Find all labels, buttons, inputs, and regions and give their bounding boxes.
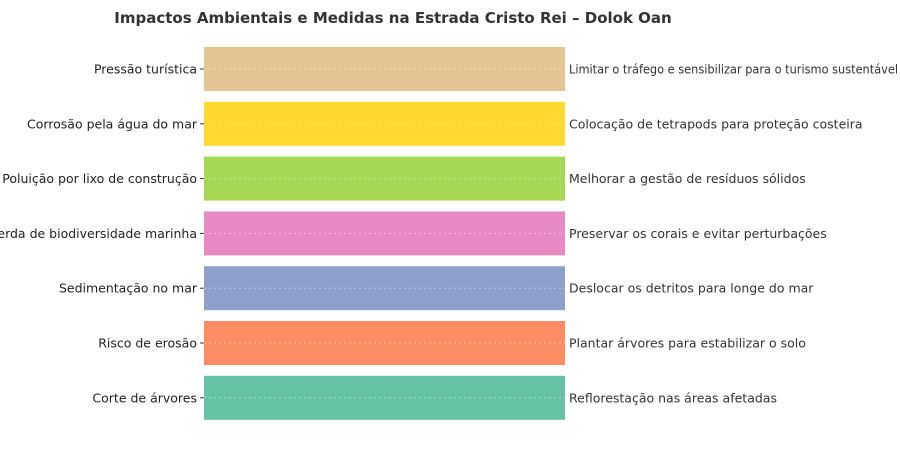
y-ticks-group <box>200 68 204 399</box>
bar-6 <box>204 321 565 365</box>
annotation-1: Limitar o tráfego e sensibilizar para o … <box>569 62 898 77</box>
chart-title: Impactos Ambientais e Medidas na Estrada… <box>114 9 671 27</box>
bar-5 <box>204 266 565 311</box>
annotation-3: Melhorar a gestão de resíduos sólidos <box>569 171 806 186</box>
annotation-4: Preservar os corais e evitar perturbaçõe… <box>569 226 827 241</box>
annotation-6: Plantar árvores para estabilizar o solo <box>569 336 806 351</box>
category-label-3: Poluição por lixo de construção <box>2 171 197 186</box>
annotation-5: Deslocar os detritos para longe do mar <box>569 281 814 296</box>
category-label-1: Pressão turística <box>94 62 197 77</box>
category-label-6: Risco de erosão <box>98 336 197 351</box>
annotation-7: Reflorestação nas áreas afetadas <box>569 390 777 405</box>
gridlines-group <box>204 68 565 399</box>
bar-1 <box>204 47 565 91</box>
category-label-4: Perda de biodiversidade marinha <box>0 226 197 241</box>
category-label-5: Sedimentação no mar <box>59 281 198 296</box>
bars-group <box>204 47 565 420</box>
annotations-group: Limitar o tráfego e sensibilizar para o … <box>569 62 898 406</box>
bar-2 <box>204 101 565 146</box>
bar-7 <box>204 375 565 420</box>
category-labels-group: Pressão turística Corrosão pela água do m… <box>0 62 198 406</box>
bar-3 <box>204 156 565 201</box>
annotation-2: Colocação de tetrapods para proteção cos… <box>569 116 863 131</box>
bar-4 <box>204 211 565 256</box>
category-label-7: Corte de árvores <box>92 390 197 405</box>
category-label-2: Corrosão pela água do mar <box>27 116 198 131</box>
